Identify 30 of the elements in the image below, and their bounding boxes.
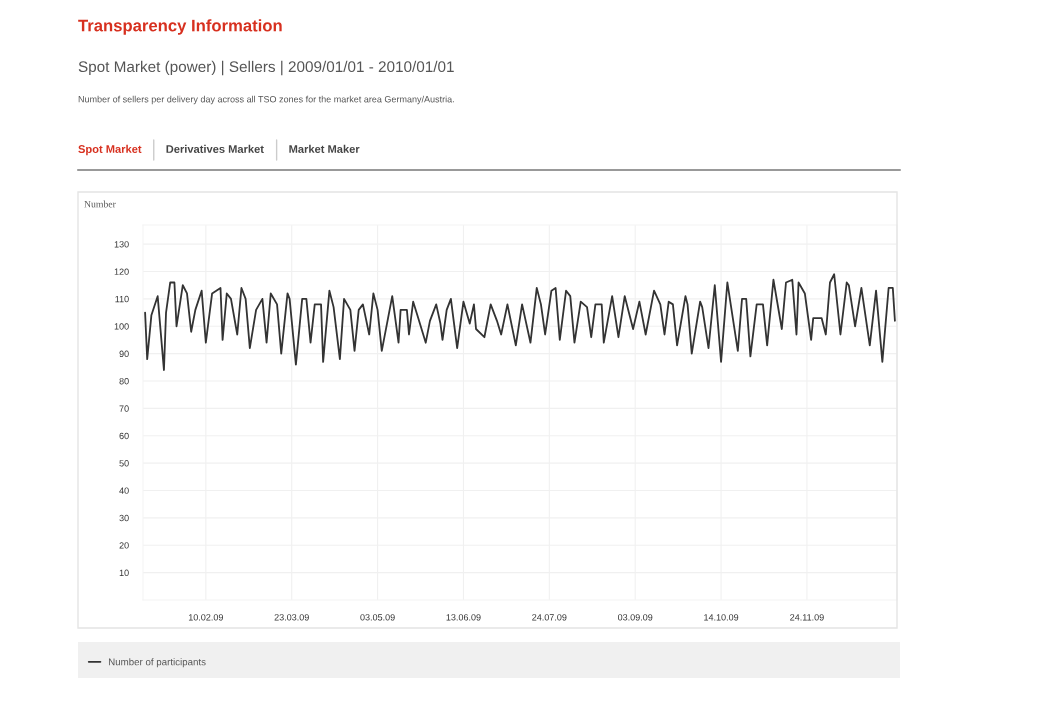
y-tick-label: 90 (119, 350, 129, 358)
x-tick-label: 03.09.09 (617, 614, 653, 621)
y-tick-label: 80 (119, 377, 129, 385)
y-tick-label: 70 (119, 405, 129, 412)
y-tick-label: 110 (115, 295, 129, 303)
y-tick-label: 120 (114, 268, 129, 275)
y-tick-label: 30 (119, 514, 129, 522)
y-tick-label: 20 (119, 542, 129, 549)
x-tick-label: 10.02.09 (188, 614, 223, 621)
x-tick-label: 24.11.09 (790, 614, 824, 621)
chart-title: Transparency Information (78, 19, 282, 35)
x-tick-label: 23.03.09 (274, 614, 309, 621)
y-axis-title: Number (84, 200, 116, 208)
y-tick-label: 100 (114, 323, 129, 330)
y-tick-label: 50 (119, 460, 129, 467)
x-tick-label: 14.10.09 (704, 614, 739, 621)
x-tick-label: 03.05.09 (360, 614, 395, 621)
chart-subtitle: Spot Market (power) | Sellers | 2009/01/01 - 2010/01/01 (78, 60, 454, 76)
text: Market Maker (289, 144, 360, 153)
x-tick-label: 13.06.09 (446, 614, 481, 621)
y-tick-label: 60 (119, 432, 129, 440)
text: Derivatives Market (166, 144, 264, 153)
line-series (144, 273, 896, 371)
x-tick-label: 24.07.09 (532, 614, 567, 621)
text: Number of sellers per delivery day across all TSO zones for the market area Germany/Austria. (78, 95, 454, 105)
legend-label: Number of participants (108, 658, 206, 668)
text: Spot Market (78, 144, 142, 156)
y-tick-label: 10 (119, 569, 129, 576)
y-tick-label: 40 (119, 487, 129, 494)
y-tick-label: 130 (114, 241, 129, 248)
